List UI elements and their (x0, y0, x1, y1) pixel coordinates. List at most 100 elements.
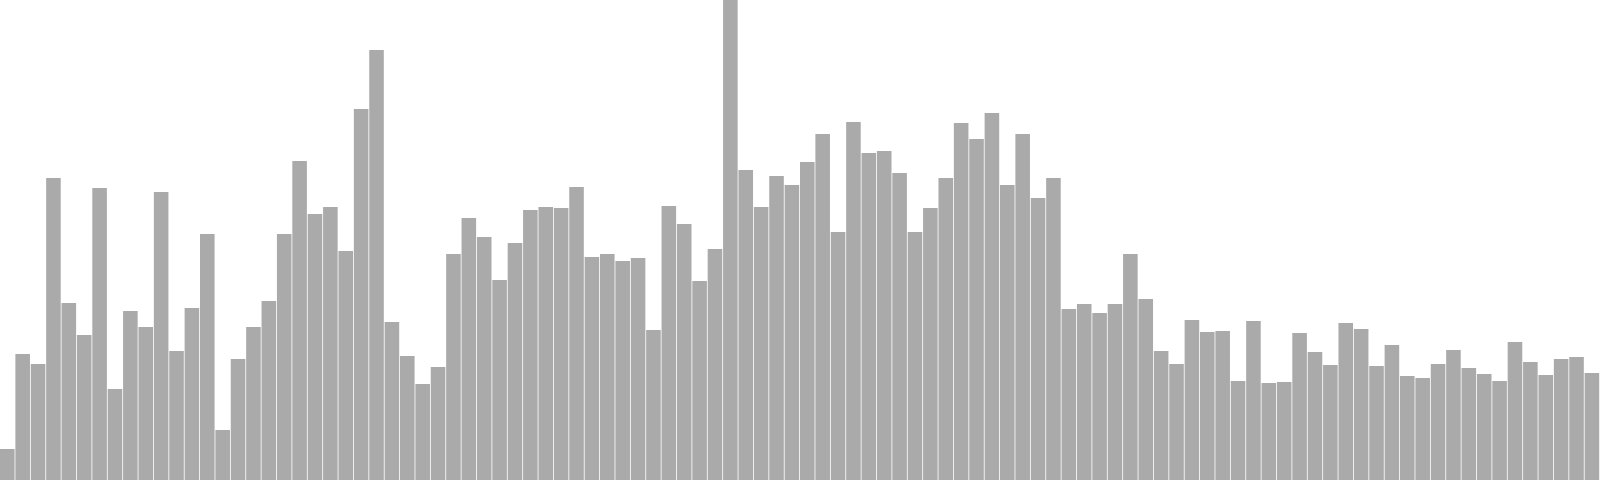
bar-85 (1292, 333, 1307, 480)
bar-83 (1261, 383, 1277, 480)
bar-103 (1569, 357, 1584, 480)
bar-34 (507, 243, 523, 480)
bar-86 (1307, 352, 1323, 480)
bar-10 (138, 327, 154, 480)
bar-46 (692, 281, 707, 480)
bar-79 (1200, 332, 1215, 480)
bar-55 (830, 232, 846, 480)
bar-9 (123, 311, 138, 480)
bar-92 (1400, 376, 1415, 480)
bar-96 (1461, 368, 1477, 480)
bar-98 (1492, 381, 1507, 480)
bar-70 (1061, 309, 1077, 480)
bar-28 (415, 384, 430, 480)
bar-88 (1338, 323, 1354, 480)
bar-94 (1430, 364, 1446, 480)
bar-66 (1000, 185, 1015, 480)
bar-80 (1215, 331, 1230, 480)
bar-21 (307, 214, 323, 480)
bar-104 (1584, 373, 1600, 480)
bar-41 (615, 261, 630, 480)
bar-49 (738, 170, 754, 480)
bar-75 (1138, 299, 1154, 480)
bar-63 (953, 123, 969, 480)
bar-30 (446, 254, 461, 480)
bar-93 (1415, 378, 1430, 480)
bar-77 (1169, 364, 1184, 480)
bar-91 (1384, 345, 1400, 480)
bar-69 (1046, 178, 1061, 480)
bar-13 (184, 308, 200, 480)
bar-76 (1153, 351, 1169, 480)
bar-16 (230, 359, 246, 480)
bar-50 (753, 207, 769, 480)
bar-61 (923, 208, 938, 480)
bar-90 (1369, 366, 1384, 480)
bar-60 (907, 232, 923, 480)
bar-24 (353, 109, 369, 480)
bar-57 (861, 153, 877, 480)
bar-18 (261, 301, 277, 480)
bar-51 (769, 176, 784, 480)
bar-82 (1246, 321, 1261, 480)
bar-71 (1076, 304, 1092, 480)
bar-81 (1230, 381, 1246, 480)
bar-52 (784, 185, 800, 480)
bar-53 (800, 162, 815, 480)
bar-33 (492, 280, 507, 480)
bar-102 (1553, 359, 1569, 480)
bar-17 (246, 327, 261, 480)
bar-31 (461, 218, 477, 480)
bar-3 (30, 364, 46, 480)
bar-6 (76, 335, 92, 480)
bar-37 (553, 208, 569, 480)
bar-64 (969, 139, 984, 480)
bar-11 (153, 192, 169, 480)
bar-7 (92, 188, 107, 480)
bar-4 (46, 178, 61, 480)
bar-8 (107, 389, 123, 480)
bar-54 (815, 134, 830, 480)
bar-2 (15, 354, 30, 480)
bar-26 (384, 322, 400, 480)
bar-14 (200, 234, 215, 480)
bar-42 (630, 258, 646, 480)
bar-20 (292, 161, 307, 480)
bar-67 (1015, 134, 1030, 480)
bar-38 (569, 187, 584, 480)
bar-100 (1523, 362, 1538, 480)
bar-65 (984, 113, 1000, 480)
bar-15 (215, 430, 230, 480)
bar-48 (723, 0, 738, 480)
bar-1 (0, 449, 15, 480)
bar-97 (1476, 374, 1492, 480)
bar-27 (400, 356, 415, 480)
bar-62 (938, 178, 954, 480)
bar-95 (1446, 350, 1461, 480)
bar-40 (600, 254, 615, 480)
bar-22 (323, 207, 338, 480)
bar-68 (1030, 198, 1046, 480)
bar-59 (892, 173, 907, 480)
bar-5 (61, 303, 77, 480)
bar-23 (338, 251, 354, 480)
bar-36 (538, 207, 554, 480)
bar-99 (1507, 342, 1523, 480)
bar-12 (169, 351, 184, 480)
bar-73 (1107, 304, 1123, 480)
bar-32 (476, 237, 492, 480)
bar-56 (846, 122, 861, 480)
bar-29 (430, 367, 446, 480)
bar-47 (707, 249, 723, 480)
bar-44 (661, 206, 677, 480)
bar-19 (276, 234, 292, 480)
bar-35 (523, 210, 538, 480)
bar-101 (1538, 375, 1554, 480)
bar-25 (369, 50, 384, 480)
bar-74 (1123, 254, 1138, 480)
bar-43 (646, 330, 661, 480)
bar-87 (1323, 365, 1338, 480)
bar-58 (876, 151, 892, 480)
